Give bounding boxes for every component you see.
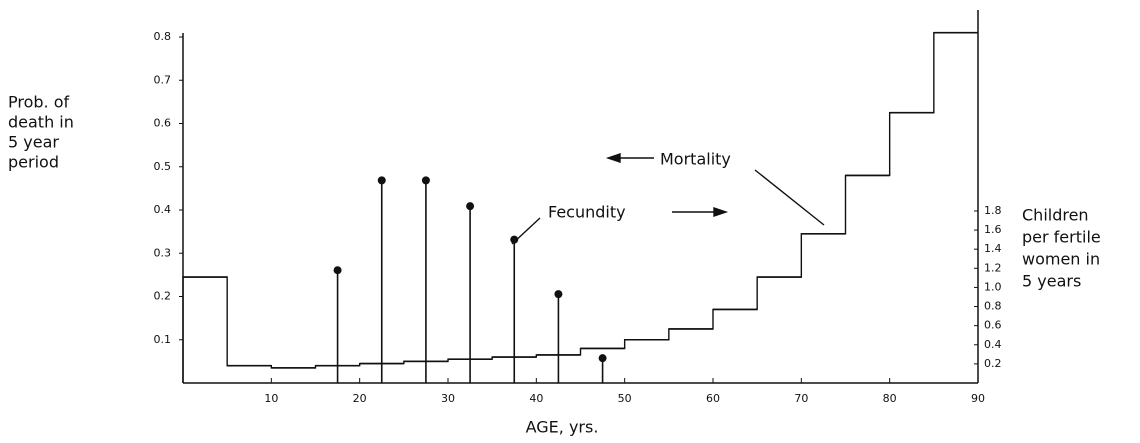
y-tick-label: 0.3 (154, 246, 172, 259)
stem-dot (377, 176, 386, 185)
y2-axis-label: per fertile (1022, 228, 1101, 247)
x-tick-label: 50 (618, 392, 632, 405)
y2-tick-label: 0.2 (984, 357, 1002, 370)
x-tick-label: 80 (883, 392, 897, 405)
x-tick-label: 90 (971, 392, 985, 405)
x-tick-label: 20 (353, 392, 367, 405)
stem-dot (466, 202, 475, 211)
y2-tick-label: 1.8 (984, 204, 1002, 217)
y-tick-label: 0.1 (154, 333, 172, 346)
stem-dot (554, 290, 563, 299)
y2-tick-label: 1.6 (984, 223, 1002, 236)
y-tick-label: 0.6 (154, 117, 172, 130)
annotation-arrows (511, 153, 825, 245)
x-axis-label: AGE, yrs. (526, 418, 599, 437)
x-tick-label: 60 (706, 392, 720, 405)
x-tick-label: 40 (529, 392, 543, 405)
annotation: Fecundity (548, 203, 626, 222)
stem-dot (333, 266, 342, 275)
x-tick-label: 10 (264, 392, 278, 405)
y-tick-label: 0.2 (154, 290, 172, 303)
y-tick-label: 0.7 (154, 73, 172, 86)
stem-dot (421, 176, 430, 185)
y2-axis-label: women in (1022, 250, 1100, 269)
y-axis-label: Prob. of (8, 93, 70, 112)
y-axis-label: 5 year (8, 133, 59, 152)
y2-tick-label: 0.8 (984, 300, 1002, 313)
y-tick-label: 0.5 (154, 160, 172, 173)
y2-tick-label: 1.4 (984, 242, 1002, 255)
y2-tick-label: 1.0 (984, 280, 1002, 293)
y-axis-label: period (8, 153, 59, 172)
y2-axis-label: Children (1022, 206, 1089, 225)
y2-tick-label: 1.2 (984, 261, 1002, 274)
annotation: Mortality (660, 150, 731, 169)
y-tick-label: 0.8 (154, 30, 172, 43)
y-axis-label: death in (8, 113, 74, 132)
y2-tick-label: 0.6 (984, 319, 1002, 332)
y-tick-label: 0.4 (154, 203, 172, 216)
y2-axis-label: 5 years (1022, 272, 1081, 291)
x-tick-label: 30 (441, 392, 455, 405)
x-tick-label: 70 (794, 392, 808, 405)
y2-tick-label: 0.4 (984, 338, 1002, 351)
stem-dot (598, 354, 607, 363)
stem-dot (510, 235, 519, 244)
